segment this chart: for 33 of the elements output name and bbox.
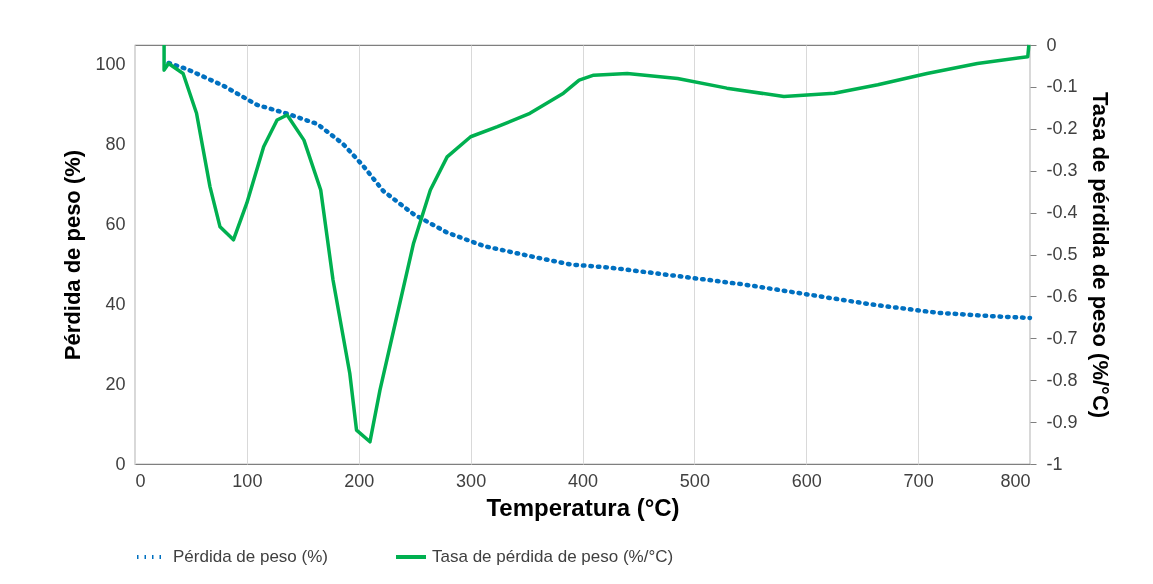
y2-tick-label: -0.4 — [1046, 202, 1078, 223]
x-tick-label: 0 — [135, 470, 146, 491]
x-tick-label: 700 — [903, 470, 934, 491]
x-tick-label: 400 — [567, 470, 599, 491]
y-tick-label: 100 — [95, 54, 126, 75]
y-tick-label: 0 — [115, 453, 126, 474]
y-axis-title: Pérdida de peso (%) — [60, 149, 86, 361]
y2-tick-label: -0.7 — [1046, 327, 1078, 348]
y-tick-label: 60 — [105, 214, 126, 235]
x-tick-label: 600 — [791, 470, 822, 491]
y2-tick-label: 0 — [1046, 34, 1057, 55]
y-tick-label: 40 — [105, 293, 126, 314]
y2-tick-label: -0.6 — [1046, 285, 1078, 306]
line-series — [166, 60, 1033, 321]
x-tick-label: 800 — [1000, 470, 1031, 491]
line-series — [162, 43, 1031, 444]
y2-axis-title: Tasa de pérdida de peso (%/°C) — [1087, 91, 1113, 419]
x-tick-label: 200 — [344, 470, 375, 491]
x-axis-title: Temperatura (°C) — [486, 493, 680, 521]
x-tick-label: 100 — [232, 470, 263, 491]
x-tick-label: 300 — [456, 470, 487, 491]
x-tick-label: 500 — [679, 470, 710, 491]
y2-tick-label: -1 — [1046, 453, 1063, 474]
y2-tick-label: -0.9 — [1046, 411, 1078, 432]
legend-label: Pérdida de peso (%) — [173, 547, 328, 566]
y2-tick-label: -0.2 — [1046, 118, 1078, 139]
y2-tick-label: -0.1 — [1046, 76, 1078, 97]
y-tick-label: 80 — [105, 134, 126, 155]
legend-label: Tasa de pérdida de peso (%/°C) — [432, 547, 674, 566]
y2-tick-label: -0.8 — [1046, 369, 1078, 390]
y-tick-label: 20 — [105, 373, 126, 394]
y2-tick-label: -0.3 — [1046, 160, 1078, 181]
y2-tick-label: -0.5 — [1046, 244, 1078, 264]
